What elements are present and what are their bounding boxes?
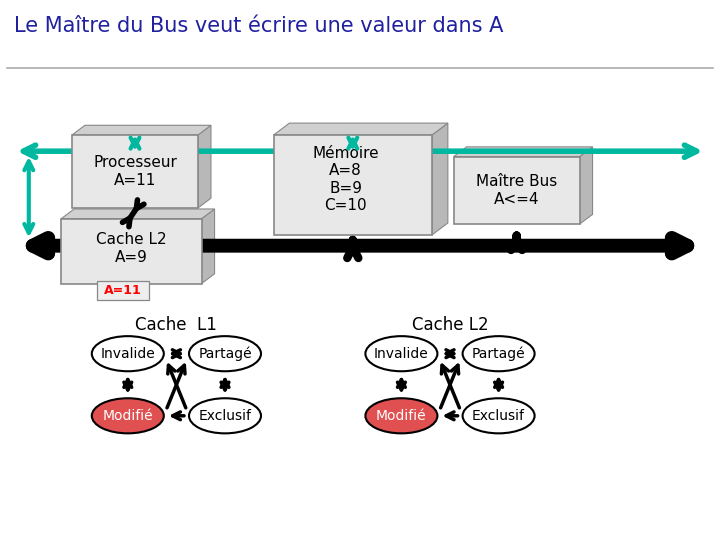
Text: A=11: A=11 — [104, 284, 142, 297]
Text: Partagé: Partagé — [472, 347, 526, 361]
FancyBboxPatch shape — [61, 219, 202, 284]
Text: Modifié: Modifié — [102, 409, 153, 423]
Ellipse shape — [463, 336, 534, 372]
Ellipse shape — [189, 336, 261, 372]
Ellipse shape — [365, 336, 438, 372]
Text: Le Maître du Bus veut écrire une valeur dans A: Le Maître du Bus veut écrire une valeur … — [14, 16, 504, 36]
Ellipse shape — [463, 399, 534, 433]
Text: Maître Bus
A<=4: Maître Bus A<=4 — [476, 174, 557, 206]
FancyBboxPatch shape — [274, 135, 432, 235]
Text: Invalide: Invalide — [374, 347, 429, 361]
Ellipse shape — [189, 399, 261, 433]
Polygon shape — [61, 209, 215, 219]
FancyBboxPatch shape — [454, 157, 580, 224]
FancyBboxPatch shape — [97, 281, 149, 300]
Text: Exclusif: Exclusif — [472, 409, 525, 423]
Polygon shape — [432, 123, 448, 235]
Text: Cache L2
A=9: Cache L2 A=9 — [96, 232, 167, 265]
Text: Modifié: Modifié — [376, 409, 427, 423]
Text: Cache  L1: Cache L1 — [135, 316, 217, 334]
Ellipse shape — [92, 399, 164, 433]
Text: Mémoire
A=8
B=9
C=10: Mémoire A=8 B=9 C=10 — [312, 146, 379, 213]
Text: Invalide: Invalide — [100, 347, 156, 361]
FancyBboxPatch shape — [72, 135, 198, 208]
Text: Cache L2: Cache L2 — [412, 316, 488, 334]
Text: Processeur
A=11: Processeur A=11 — [93, 156, 177, 187]
Polygon shape — [198, 125, 211, 208]
Ellipse shape — [365, 399, 438, 433]
Polygon shape — [454, 147, 593, 157]
Ellipse shape — [92, 336, 164, 372]
Polygon shape — [72, 125, 211, 135]
Polygon shape — [580, 147, 593, 224]
Polygon shape — [202, 209, 215, 284]
Text: Partagé: Partagé — [198, 347, 252, 361]
Text: Exclusif: Exclusif — [199, 409, 251, 423]
Polygon shape — [274, 123, 448, 135]
